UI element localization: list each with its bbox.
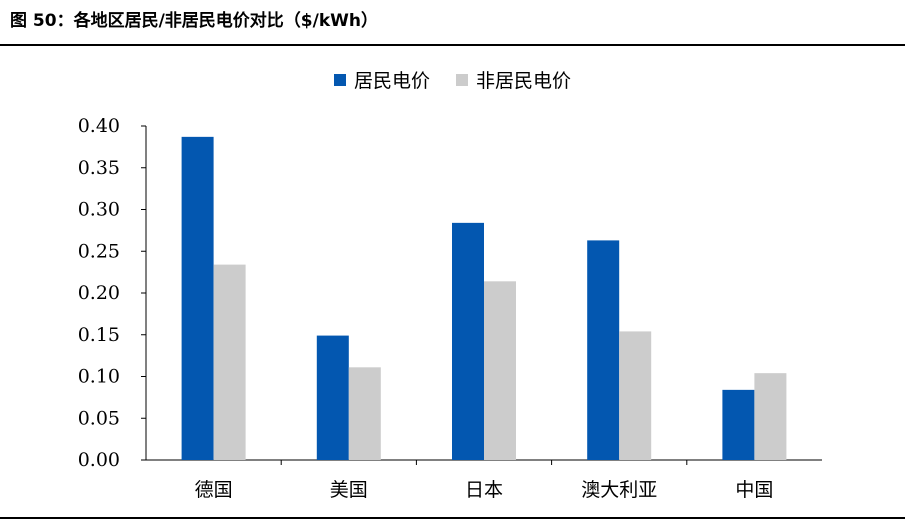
- x-tick-label: 美国: [330, 479, 368, 501]
- legend-label-residential: 居民电价: [353, 70, 430, 92]
- bar-residential: [181, 136, 214, 461]
- y-tick-label: 0.10: [78, 366, 120, 388]
- bar-non-residential: [619, 331, 652, 460]
- y-tick-label: 0.35: [78, 157, 120, 179]
- x-tick-label: 澳大利亚: [581, 479, 657, 501]
- bar-residential: [722, 389, 755, 460]
- y-tick-label: 0.00: [78, 449, 120, 471]
- chart-legend: 居民电价 非居民电价: [0, 66, 905, 93]
- bar-non-residential: [213, 264, 246, 460]
- bar-residential: [587, 240, 620, 460]
- bar-non-residential: [348, 367, 381, 460]
- x-tick-label: 中国: [735, 479, 773, 501]
- figure-title: 图 50：各地区居民/非居民电价对比（$/kWh）: [10, 11, 378, 31]
- y-tick-label: 0.30: [78, 199, 120, 221]
- bar-non-residential: [754, 373, 787, 460]
- y-tick-label: 0.15: [78, 324, 120, 346]
- bar-residential: [452, 222, 484, 460]
- y-tick-label: 0.05: [78, 407, 120, 429]
- bar-non-residential: [484, 281, 516, 460]
- y-tick-label: 0.25: [78, 240, 120, 262]
- y-tick-label: 0.40: [78, 115, 120, 137]
- legend-label-non-residential: 非居民电价: [476, 70, 572, 92]
- legend-swatch-non-residential: [456, 73, 468, 86]
- legend-item-non-residential: 非居民电价: [456, 66, 571, 93]
- x-tick-label: 德国: [195, 479, 233, 501]
- y-tick-label: 0.20: [78, 282, 120, 304]
- bar-residential: [316, 335, 349, 460]
- top-rule: [0, 44, 905, 46]
- bottom-rule: [0, 517, 905, 519]
- legend-swatch-residential: [333, 73, 346, 86]
- x-tick-label: 日本: [465, 479, 503, 501]
- legend-item-residential: 居民电价: [333, 66, 430, 93]
